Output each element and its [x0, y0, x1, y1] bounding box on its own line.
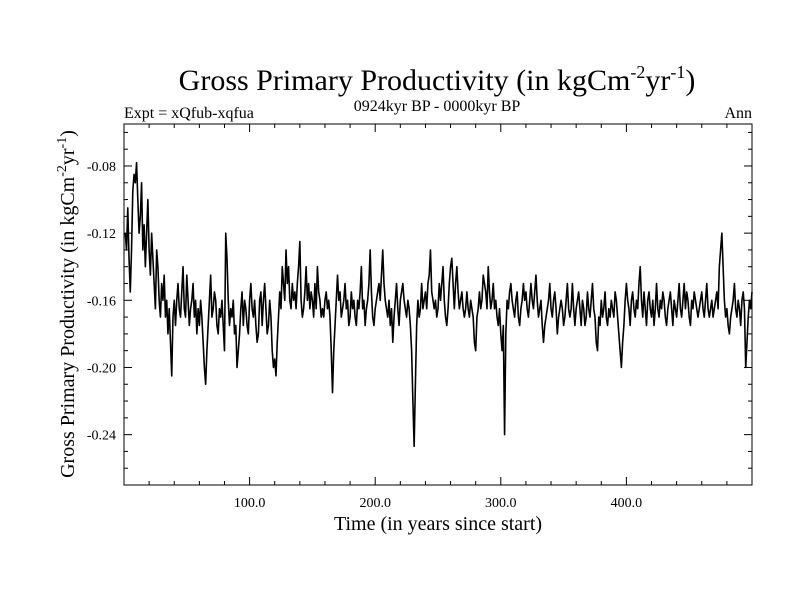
- series-line: [124, 161, 753, 448]
- title-text: Gross Primary Productivity (in kgCm: [179, 64, 631, 97]
- y-label-text: Gross Primary Productivity (in kgCm: [57, 176, 79, 478]
- y-tick-label: -0.08: [87, 160, 116, 175]
- title-superscript-2: -1: [670, 62, 685, 82]
- y-tick-label: -0.20: [87, 361, 116, 376]
- y-tick-label: -0.12: [87, 227, 116, 242]
- x-tick-label: 100.0: [234, 496, 266, 511]
- y-label-end: ): [57, 130, 79, 137]
- x-tick-label: 200.0: [359, 496, 391, 511]
- left-subtitle: Expt = xQfub-xqfua: [124, 105, 254, 122]
- y-label-superscript-1: -2: [55, 165, 70, 177]
- x-axis-label: Time (in years since start): [334, 513, 542, 535]
- x-tick-label: 400.0: [611, 496, 643, 511]
- y-tick-label: -0.24: [87, 429, 116, 444]
- y-label-superscript-2: -1: [55, 137, 70, 149]
- plot-frame: [123, 123, 753, 486]
- x-tick-label: 300.0: [485, 496, 517, 511]
- title-mid: yr: [645, 64, 670, 97]
- title-superscript-1: -2: [630, 62, 645, 82]
- center-subtitle: 0924kyr BP - 0000kyr BP: [354, 98, 521, 115]
- right-subtitle: Ann: [724, 105, 752, 122]
- y-axis-label: Gross Primary Productivity (in kgCm-2yr-…: [55, 130, 79, 478]
- title-end: ): [685, 64, 695, 97]
- chart-title: Gross Primary Productivity (in kgCm-2yr-…: [179, 62, 696, 97]
- y-label-mid: yr: [57, 148, 79, 165]
- y-tick-label: -0.16: [87, 294, 116, 309]
- x-axis-ticks: 100.0 200.0 300.0 400.0: [234, 124, 642, 511]
